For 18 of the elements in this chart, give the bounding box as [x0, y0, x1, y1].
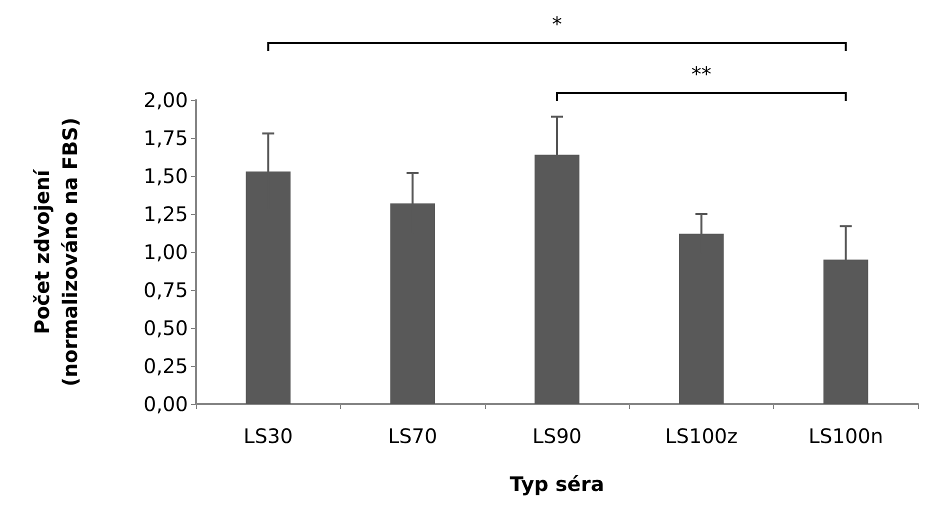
text: *: [552, 12, 562, 36]
text: **: [691, 62, 712, 86]
y-tick-label: 2,00: [143, 88, 188, 112]
y-tick-label: 0,75: [143, 278, 188, 302]
x-axis-title: Typ séra: [510, 472, 604, 496]
x-tick-label: LS30: [244, 424, 293, 448]
x-tick-label: LS100n: [808, 424, 884, 448]
y-tick-label: 0,50: [143, 316, 188, 340]
x-tick-label: LS70: [388, 424, 438, 448]
y-tick-label: 1,25: [143, 202, 188, 226]
y-tick-label: 0,25: [143, 354, 188, 378]
y-tick-label: 1,00: [143, 240, 188, 264]
x-tick-label: LS100z: [665, 424, 738, 448]
y-tick-label: 1,50: [143, 164, 188, 188]
y-tick-label: 1,75: [143, 126, 188, 150]
y-axis-title: Počet zdvojení (normalizováno na FBS): [30, 117, 82, 387]
x-tick-label: LS90: [532, 424, 582, 448]
y-tick-label: 0,00: [143, 392, 188, 416]
